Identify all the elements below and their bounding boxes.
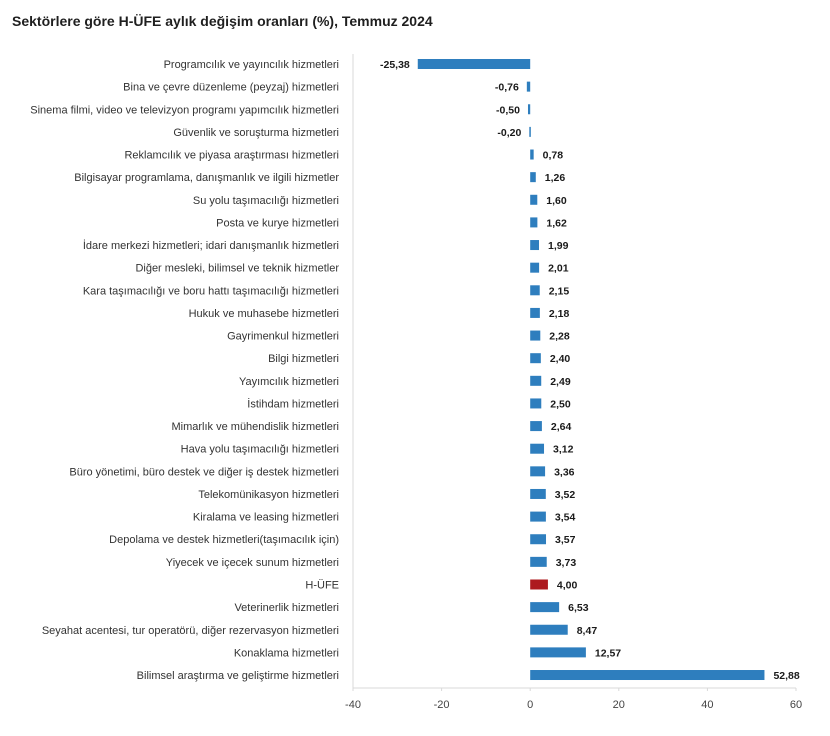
bar (530, 307, 540, 318)
value-label: 52,88 (773, 670, 799, 682)
value-label: 1,99 (548, 240, 569, 252)
category-label: Gayrimenkul hizmetleri (227, 331, 339, 343)
category-label: Bilimsel araştırma ve geliştirme hizmetl… (137, 670, 339, 682)
bar (530, 240, 540, 251)
category-label: Bina ve çevre düzenleme (peyzaj) hizmetl… (123, 82, 339, 94)
category-label: Diğer mesleki, bilimsel ve teknik hizmet… (135, 263, 339, 275)
value-label: 2,50 (550, 398, 571, 410)
category-label: Depolama ve destek hizmetleri(taşımacılı… (109, 534, 339, 546)
category-label: Büro yönetimi, büro destek ve diğer iş d… (69, 466, 339, 478)
value-label: 2,01 (548, 263, 569, 275)
x-tick-label: 20 (613, 699, 625, 711)
bar (530, 466, 546, 477)
bar (530, 556, 547, 567)
bar (530, 624, 568, 635)
bar (530, 511, 546, 522)
bar (530, 194, 538, 205)
value-label: -0,50 (496, 104, 520, 116)
category-label: İstihdam hizmetleri (247, 397, 339, 410)
value-label: 3,57 (555, 534, 576, 546)
category-label: Bilgi hizmetleri (268, 353, 339, 365)
value-label: 2,15 (549, 285, 570, 297)
category-label: Posta ve kurye hizmetleri (216, 217, 339, 229)
category-label: Mimarlık ve mühendislik hizmetleri (172, 421, 340, 433)
category-label: İdare merkezi hizmetleri; idari danışman… (83, 239, 339, 252)
value-label: 2,49 (550, 376, 571, 388)
value-label: 12,57 (595, 647, 621, 659)
category-label: Telekomünikasyon hizmetleri (198, 489, 339, 501)
bar (530, 488, 546, 499)
value-label: 4,00 (557, 579, 578, 591)
bar (530, 670, 765, 681)
x-tick-label: 60 (790, 699, 802, 711)
value-label: 3,12 (553, 444, 574, 456)
bar-highlight (530, 579, 548, 590)
category-label: Bilgisayar programlama, danışmanlık ve i… (74, 172, 339, 184)
category-label: Kara taşımacılığı ve boru hattı taşımacı… (83, 285, 339, 297)
x-tick-label: 40 (701, 699, 713, 711)
category-label: Seyahat acentesi, tur operatörü, diğer r… (42, 625, 339, 637)
bar (530, 398, 542, 409)
category-label: H-ÜFE (305, 579, 339, 591)
category-label: Hava yolu taşımacılığı hizmetleri (181, 444, 339, 456)
x-tick-label: -20 (434, 699, 450, 711)
category-label: Sinema filmi, video ve televizyon progra… (30, 104, 339, 116)
value-label: 3,73 (556, 557, 577, 569)
bar (530, 534, 547, 545)
category-label: Programcılık ve yayıncılık hizmetleri (164, 59, 339, 71)
bar (530, 375, 542, 386)
bar (526, 81, 531, 92)
bar (527, 104, 531, 115)
x-tick-label: -40 (345, 699, 361, 711)
bar (530, 285, 540, 296)
chart-title: Sektörlere göre H-ÜFE aylık değişim oran… (12, 13, 433, 29)
category-label: Yiyecek ve içecek sunum hizmetleri (166, 557, 339, 569)
bar (530, 172, 536, 183)
category-label: Konaklama hizmetleri (234, 647, 339, 659)
bar (530, 647, 586, 658)
value-label: 2,64 (551, 421, 572, 433)
category-label: Hukuk ve muhasebe hizmetleri (189, 308, 339, 320)
bar (530, 330, 541, 341)
value-label: 0,78 (543, 150, 564, 162)
value-label: 2,40 (550, 353, 571, 365)
category-label: Su yolu taşımacılığı hizmetleri (193, 195, 339, 207)
value-label: 3,54 (555, 512, 576, 524)
value-label: 3,52 (555, 489, 576, 501)
category-label: Reklamcılık ve piyasa araştırması hizmet… (124, 150, 339, 162)
value-label: 1,60 (546, 195, 567, 207)
category-label: Veterinerlik hizmetleri (234, 602, 339, 614)
bar (530, 217, 538, 228)
bar (417, 59, 531, 69)
bar (530, 353, 541, 364)
category-label: Kiralama ve leasing hizmetleri (193, 512, 339, 524)
value-label: 3,36 (554, 466, 575, 478)
bar (529, 126, 531, 137)
value-label: -0,20 (497, 127, 521, 139)
value-label: 2,18 (549, 308, 570, 320)
bar (530, 421, 542, 432)
category-label: Yayımcılık hizmetleri (239, 376, 339, 388)
value-label: -0,76 (495, 82, 519, 94)
category-label: Güvenlik ve soruşturma hizmetleri (173, 127, 339, 139)
bar (530, 262, 540, 273)
bar (530, 602, 560, 613)
value-label: 6,53 (568, 602, 589, 614)
value-label: -25,38 (380, 59, 410, 71)
value-label: 8,47 (577, 625, 598, 637)
value-label: 1,26 (545, 172, 566, 184)
value-label: 2,28 (549, 331, 570, 343)
x-tick-label: 0 (527, 699, 533, 711)
value-label: 1,62 (546, 217, 567, 229)
bar (530, 149, 534, 160)
bar (530, 443, 545, 454)
